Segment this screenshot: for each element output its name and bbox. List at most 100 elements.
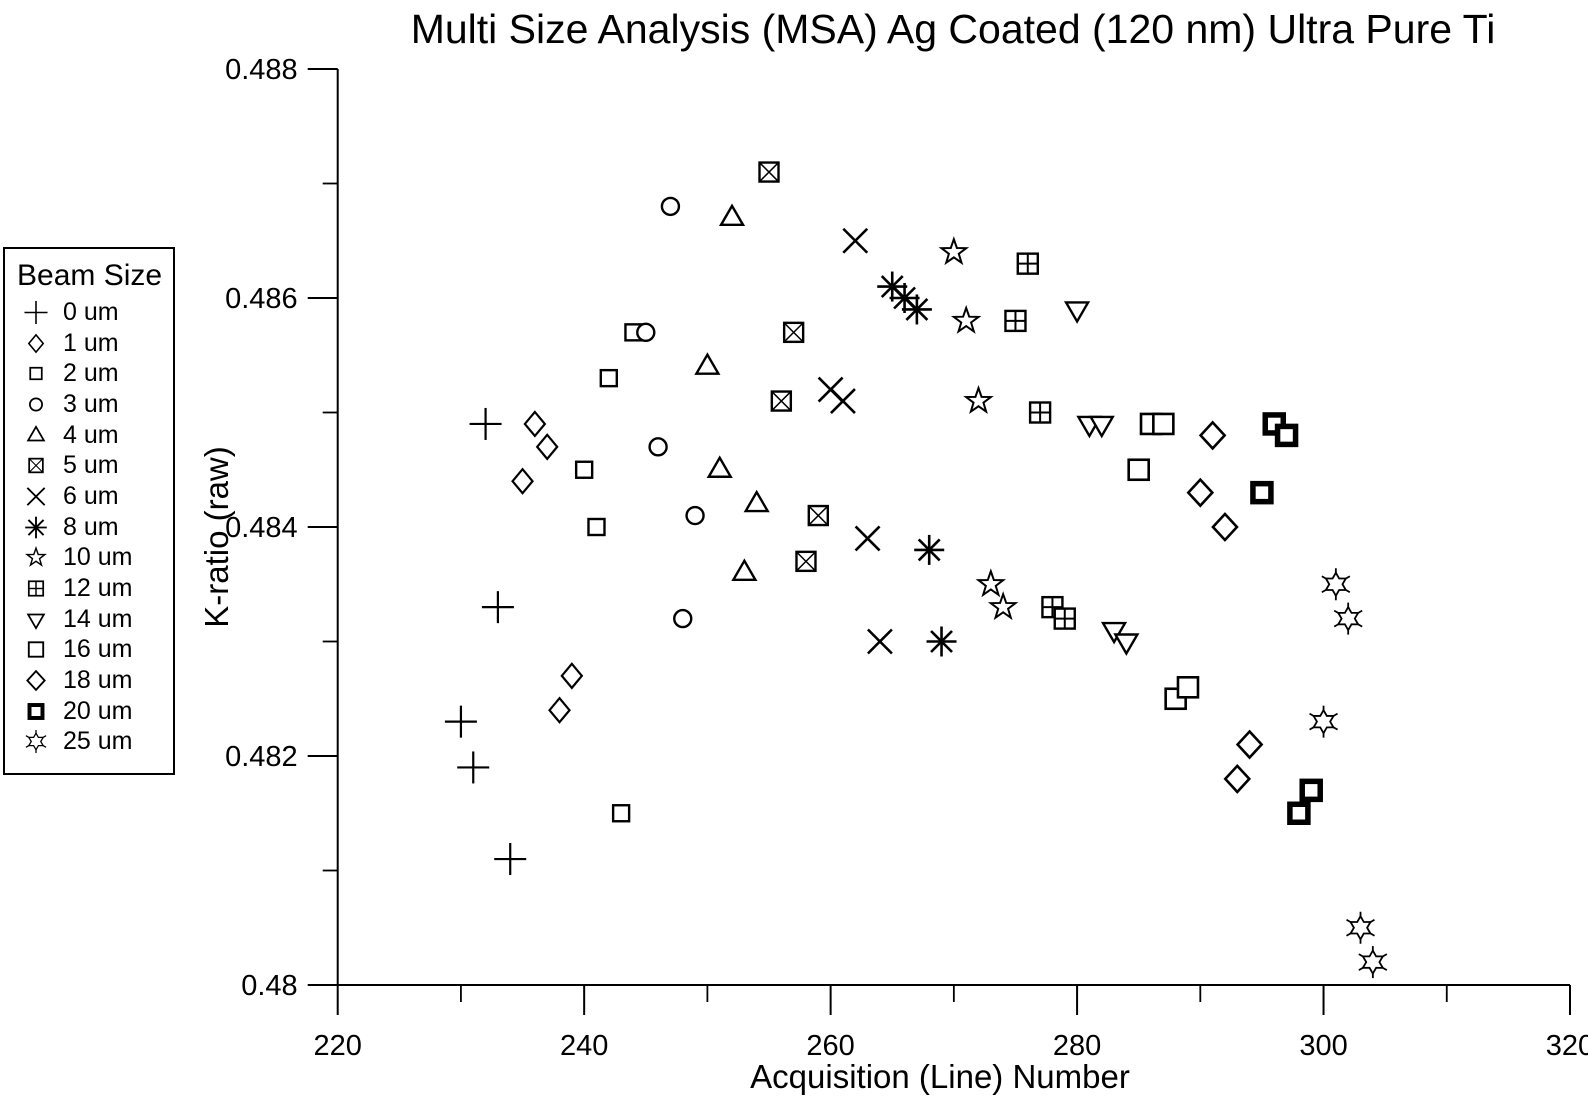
square-icon <box>29 367 43 381</box>
legend-item-label: 0 um <box>63 297 119 326</box>
data-point <box>548 696 571 724</box>
data-point <box>743 489 770 513</box>
legend-item-label: 14 um <box>63 604 133 633</box>
data-point <box>1004 309 1027 333</box>
legend-items: 0 um 1 um 2 um 3 um 4 um 5 um 6 um 8 um 10 um 12 … <box>17 297 173 757</box>
data-point <box>1088 415 1115 439</box>
y-tick-label: 0.484 <box>225 512 298 544</box>
data-point <box>1299 778 1323 803</box>
data-point <box>457 751 490 784</box>
legend-item-label: 1 um <box>63 328 119 357</box>
data-point <box>660 196 681 217</box>
data-point <box>795 550 817 573</box>
y-tick-label: 0.482 <box>225 741 298 773</box>
data-point <box>770 390 793 412</box>
data-point <box>511 467 534 495</box>
data-point <box>938 236 970 266</box>
square-lg-icon <box>27 641 45 659</box>
square-plus-icon <box>27 580 45 597</box>
data-point <box>731 558 758 581</box>
data-point <box>694 352 721 375</box>
data-point <box>1063 301 1091 324</box>
legend-item-label: 10 um <box>63 543 133 572</box>
data-point <box>963 385 994 415</box>
data-point <box>1235 729 1264 760</box>
series-4-um <box>694 203 770 581</box>
star5-icon <box>25 546 47 568</box>
triangle-down-icon <box>26 613 46 630</box>
data-point <box>854 525 881 552</box>
x-axis-ticks: 220 240 260 280 300 320 <box>314 985 1588 1062</box>
data-point <box>1113 633 1140 656</box>
y-tick-label: 0.48 <box>241 970 297 1002</box>
data-point <box>648 437 668 457</box>
data-point <box>1274 423 1299 448</box>
data-point <box>1333 602 1363 635</box>
legend-item: 12 um <box>17 573 173 604</box>
data-point <box>523 410 547 438</box>
legend-item: 5 um <box>17 450 173 481</box>
x-tick-label: 240 <box>560 1030 608 1062</box>
data-point <box>718 203 746 227</box>
x-tick-label: 320 <box>1546 1030 1588 1062</box>
data-point <box>1358 946 1388 979</box>
legend-item-label: 3 um <box>63 389 119 418</box>
data-point <box>866 628 893 655</box>
legend-item-label: 20 um <box>63 696 133 725</box>
legend-title: Beam Size <box>17 259 163 292</box>
data-point <box>706 455 733 478</box>
asterisk-icon <box>25 516 47 538</box>
series-5-um <box>758 161 829 573</box>
data-point <box>494 843 527 876</box>
data-point <box>1152 412 1175 436</box>
legend-item-label: 16 um <box>63 635 133 664</box>
data-point <box>807 504 829 527</box>
series-0-um <box>444 407 527 876</box>
data-point <box>782 321 805 344</box>
legend-item: 16 um <box>17 635 173 666</box>
x-tick-label: 260 <box>806 1030 854 1062</box>
diamond-lg-icon <box>26 669 46 692</box>
y-axis-label: K-ratio (raw) <box>198 446 235 628</box>
legend-item: 1 um <box>17 328 173 359</box>
legend-item: 20 um <box>17 696 173 727</box>
data-point <box>901 294 932 325</box>
x-tick-label: 220 <box>314 1030 362 1062</box>
circle-icon <box>29 397 43 412</box>
data-point <box>1309 705 1338 738</box>
legend-item: 8 um <box>17 512 173 543</box>
data-point <box>685 505 705 526</box>
data-point <box>1346 911 1375 944</box>
data-point <box>636 322 656 343</box>
legend-item: 6 um <box>17 481 173 512</box>
data-point <box>842 227 869 254</box>
series-8-um <box>877 271 957 657</box>
series-1-um <box>511 410 584 724</box>
data-point <box>1028 401 1052 424</box>
plus-icon <box>24 300 48 324</box>
legend-item: 4 um <box>17 420 173 451</box>
data-point <box>987 591 1019 621</box>
data-point <box>1211 512 1239 542</box>
legend-item-label: 18 um <box>63 666 133 695</box>
data-point <box>1321 568 1351 601</box>
star6-icon <box>25 730 47 754</box>
data-point <box>1198 420 1227 451</box>
data-point <box>673 608 693 629</box>
diamond-icon <box>27 333 45 353</box>
data-point <box>1100 621 1128 645</box>
legend-item-label: 2 um <box>63 359 119 388</box>
data-point <box>830 388 856 414</box>
cross-icon <box>26 487 46 506</box>
data-point <box>469 407 502 440</box>
series-10-um <box>938 236 1019 621</box>
chart-title: Multi Size Analysis (MSA) Ag Coated (120… <box>410 6 1496 52</box>
legend-item: 10 um <box>17 543 173 574</box>
triangle-up-icon <box>26 424 46 441</box>
data-point <box>481 591 514 624</box>
data-point <box>758 161 780 183</box>
series-12-um <box>1004 252 1076 630</box>
y-tick-label: 0.486 <box>225 283 298 315</box>
